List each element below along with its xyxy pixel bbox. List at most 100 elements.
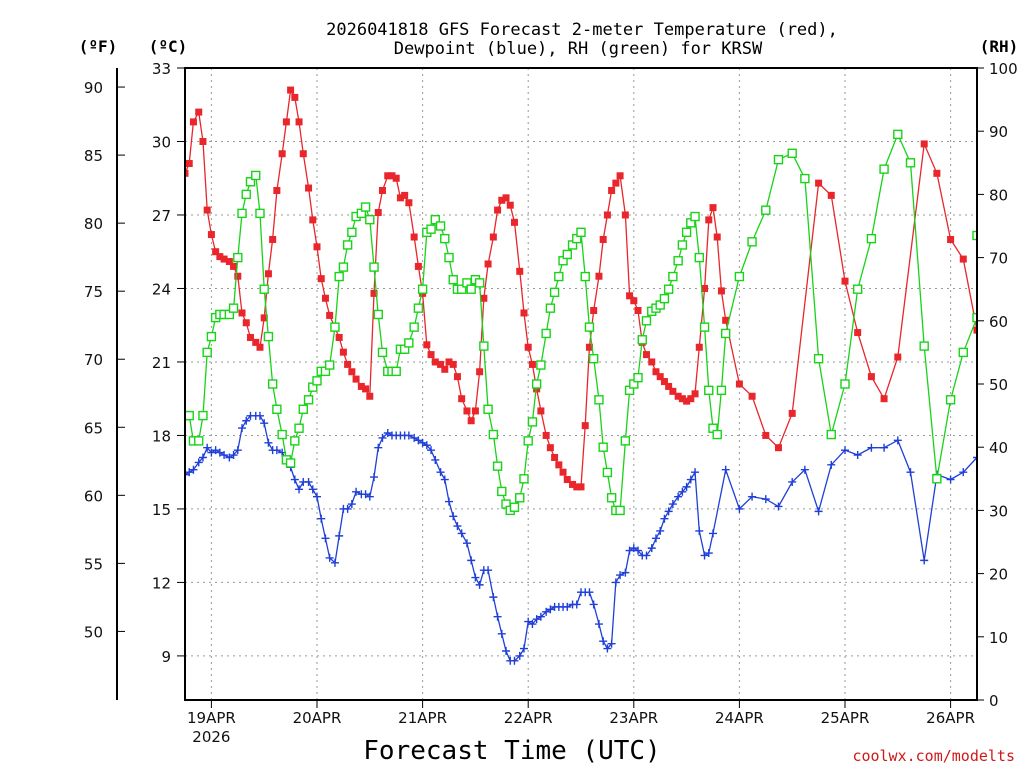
celsius-unit-label: (ºC) bbox=[149, 37, 188, 56]
dewpoint-point bbox=[607, 639, 616, 648]
dewpoint-point bbox=[330, 558, 339, 567]
temperature-point bbox=[815, 179, 823, 187]
celsius-tick-label: 9 bbox=[161, 648, 171, 666]
rh-point bbox=[677, 240, 688, 250]
rh-point bbox=[509, 502, 520, 512]
rh-point bbox=[712, 429, 722, 440]
temperature-point bbox=[291, 93, 299, 101]
grid-lines bbox=[185, 68, 977, 700]
dewpoint-point bbox=[414, 436, 423, 445]
fahrenheit-tick-label: 65 bbox=[84, 419, 103, 437]
temperature-point bbox=[449, 360, 457, 368]
dewpoint-point bbox=[383, 428, 392, 437]
temperature-point bbox=[230, 262, 238, 270]
dewpoint-point bbox=[462, 539, 471, 548]
temperature-point bbox=[581, 422, 589, 430]
rh-point bbox=[194, 436, 204, 446]
temperature-point bbox=[603, 211, 611, 219]
rh-point bbox=[958, 347, 968, 358]
rh-point bbox=[545, 303, 556, 313]
temperature-point bbox=[366, 392, 374, 400]
rh-point bbox=[852, 284, 863, 294]
temperature-point bbox=[344, 360, 352, 368]
dewpoint-point bbox=[471, 573, 480, 582]
dewpoint-point bbox=[880, 443, 889, 452]
rh-point bbox=[580, 271, 590, 282]
dewpoint-point bbox=[467, 556, 476, 565]
dewpoint-point bbox=[651, 534, 660, 543]
rh-point bbox=[588, 354, 599, 364]
rh-point bbox=[185, 410, 194, 421]
temperature-point bbox=[717, 287, 725, 295]
fahrenheit-unit-label: (ºF) bbox=[79, 37, 118, 56]
rh-point bbox=[615, 505, 625, 516]
temperature-point bbox=[551, 453, 559, 461]
temperature-point bbox=[612, 179, 620, 187]
rh-point bbox=[267, 379, 278, 389]
celsius-axis: 9 12 15 18 21 24 27 30 33 bbox=[152, 60, 185, 666]
dewpoint-point bbox=[660, 514, 669, 523]
temperature-point bbox=[642, 351, 650, 359]
rh-point bbox=[347, 227, 357, 238]
rh-point bbox=[285, 458, 296, 468]
dewpoint-point bbox=[484, 566, 493, 575]
rh-point bbox=[681, 227, 692, 238]
temperature-point bbox=[498, 196, 506, 204]
dewpoint-point bbox=[599, 637, 608, 646]
rh-point bbox=[668, 271, 678, 282]
temperature-point bbox=[652, 368, 660, 376]
temperature-point bbox=[352, 375, 360, 383]
temperature-point bbox=[660, 378, 668, 386]
temperature-point bbox=[339, 348, 347, 356]
dewpoint-point bbox=[502, 647, 511, 656]
rh-point bbox=[492, 461, 503, 471]
rh-point bbox=[734, 271, 745, 282]
dewpoint-point bbox=[589, 600, 598, 609]
rh-point bbox=[972, 230, 977, 241]
rh-point bbox=[324, 360, 335, 370]
temperature-point bbox=[260, 314, 268, 322]
dewpoint-point bbox=[678, 487, 687, 496]
dewpoint-point bbox=[453, 522, 462, 531]
rh-point bbox=[541, 328, 551, 339]
rh-point bbox=[245, 177, 256, 187]
credit-link[interactable]: coolwx.com/modelts bbox=[852, 747, 1015, 765]
rh-unit-label: (RH) bbox=[980, 37, 1019, 56]
rh-point bbox=[531, 379, 542, 389]
dewpoint-point bbox=[691, 468, 700, 477]
rh-point bbox=[413, 303, 424, 313]
rh-tick-label: 100 bbox=[989, 60, 1018, 78]
dewpoint-point bbox=[664, 507, 673, 516]
temperature-point bbox=[599, 235, 607, 243]
rh-point bbox=[479, 341, 489, 351]
temperature-point bbox=[502, 194, 510, 202]
temperature-point bbox=[362, 385, 370, 393]
time-tick-label: 19APR bbox=[187, 709, 236, 727]
dewpoint-point bbox=[748, 492, 757, 501]
dewpoint-point bbox=[290, 475, 299, 484]
dewpoint-point bbox=[308, 485, 317, 494]
rh-point bbox=[919, 341, 929, 351]
rh-point bbox=[594, 395, 604, 405]
rh-point bbox=[277, 429, 287, 440]
rh-point bbox=[365, 214, 375, 225]
dewpoint-point bbox=[814, 507, 823, 516]
temperature-point bbox=[520, 309, 528, 317]
temperature-point bbox=[516, 267, 524, 275]
temperature-point bbox=[537, 407, 545, 415]
rh-point bbox=[694, 252, 704, 263]
temperature-point bbox=[471, 407, 479, 415]
dewpoint-point bbox=[546, 605, 555, 614]
rh-point bbox=[716, 385, 727, 396]
celsius-tick-label: 33 bbox=[152, 60, 171, 78]
dewpoint-point bbox=[347, 500, 356, 509]
temperature-point bbox=[317, 275, 325, 283]
dewpoint-point bbox=[827, 460, 836, 469]
rh-point bbox=[659, 293, 670, 304]
temperature-point bbox=[709, 204, 717, 212]
rh-point bbox=[523, 436, 533, 446]
temperature-point bbox=[555, 461, 563, 469]
temperature-point bbox=[494, 206, 502, 214]
temperature-point bbox=[563, 476, 571, 484]
